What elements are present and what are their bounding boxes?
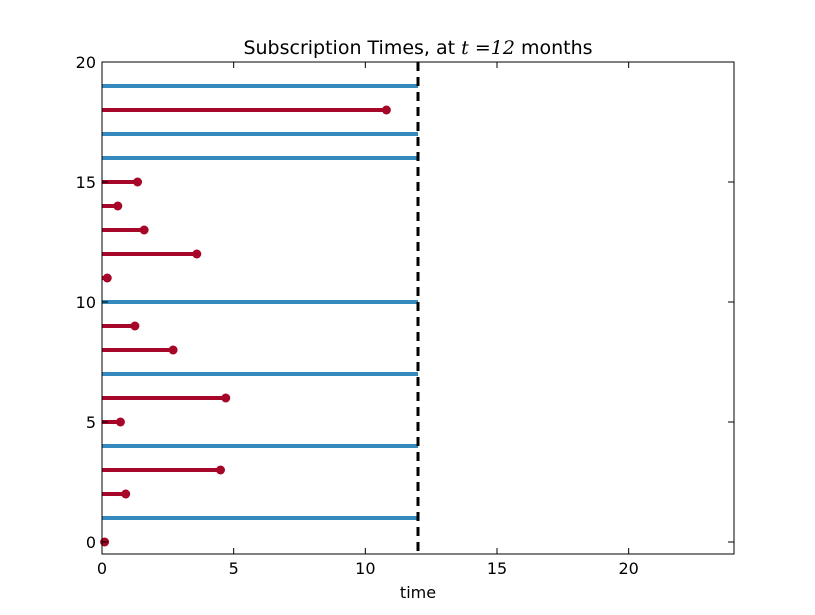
chart-title: Subscription Times, at t =12 months [243,37,592,59]
event-point-6 [221,393,231,403]
event-point-9 [130,321,140,331]
chart-title-prefix: Subscription Times, at [243,37,461,59]
y-tick-label-5: 5 [86,413,96,432]
chart-title-suffix: months [521,37,593,59]
plot-area: 0 5 10 15 20 0 5 10 15 20 [76,53,735,578]
x-tick-label-20: 20 [618,559,638,578]
chart-title-math-var: t [461,37,469,59]
y-tick-label-10: 10 [76,293,96,312]
x-tick-label-10: 10 [355,559,375,578]
event-point-15 [133,177,143,187]
event-point-18 [381,105,391,115]
event-point-5 [115,417,125,427]
x-tick-label-15: 15 [487,559,507,578]
x-tick-label-5: 5 [229,559,239,578]
event-point-8 [168,345,178,355]
event-point-3 [216,465,225,475]
svg-text:Subscription Times, at t =12: Subscription Times, at t =12 months [243,37,592,59]
y-tick-label-15: 15 [76,173,96,192]
event-point-11 [102,273,112,283]
event-point-12 [192,249,202,259]
x-tick-label-0: 0 [97,559,107,578]
plot-frame [101,61,735,555]
event-point-2 [121,489,131,499]
y-tick-label-0: 0 [86,533,96,552]
x-axis-label: time [400,583,436,602]
event-point-13 [139,225,149,235]
y-tick-label-20: 20 [76,53,96,72]
event-point-14 [113,201,123,211]
chart-title-math-op: =12 [469,37,521,59]
